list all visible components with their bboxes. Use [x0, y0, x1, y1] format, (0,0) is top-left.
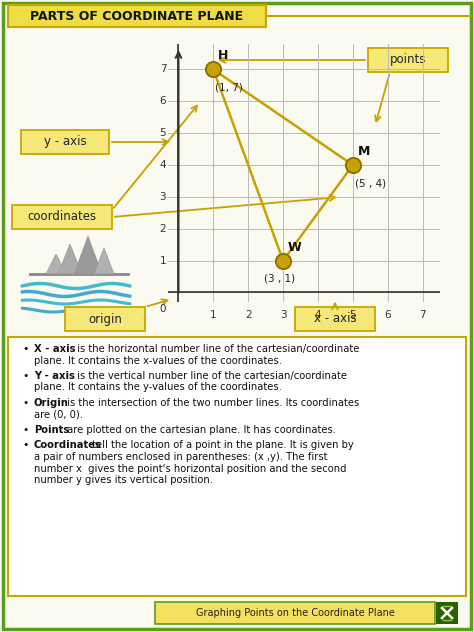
Polygon shape — [74, 236, 102, 274]
Polygon shape — [94, 248, 114, 274]
Text: 4: 4 — [315, 310, 321, 320]
Text: 4: 4 — [160, 160, 166, 170]
Text: origin: origin — [88, 312, 122, 325]
Text: 3: 3 — [280, 310, 286, 320]
Text: 0: 0 — [160, 303, 166, 313]
Text: is the intersection of the two number lines. Its coordinates: is the intersection of the two number li… — [64, 398, 359, 408]
Text: X - axis: X - axis — [34, 344, 75, 354]
Text: tell the location of a point in the plane. It is given by: tell the location of a point in the plan… — [89, 441, 354, 451]
Text: 3: 3 — [160, 192, 166, 202]
Text: 1: 1 — [160, 255, 166, 265]
FancyBboxPatch shape — [436, 602, 458, 624]
FancyBboxPatch shape — [8, 337, 466, 596]
Text: is the horizontal number line of the cartesian/coordinate: is the horizontal number line of the car… — [74, 344, 359, 354]
Text: a pair of numbers enclosed in parentheses: (x ,y). The first: a pair of numbers enclosed in parenthese… — [34, 452, 328, 462]
Text: •: • — [22, 344, 28, 354]
Text: Origin: Origin — [34, 398, 69, 408]
Text: are plotted on the cartesian plane. It has coordinates.: are plotted on the cartesian plane. It h… — [64, 425, 336, 435]
Text: x - axis: x - axis — [314, 312, 356, 325]
Text: H: H — [218, 49, 228, 63]
FancyBboxPatch shape — [3, 3, 471, 629]
Text: number x  gives the point's horizontal position and the second: number x gives the point's horizontal po… — [34, 463, 346, 473]
Text: y - axis: y - axis — [44, 135, 86, 149]
Text: 5: 5 — [160, 128, 166, 138]
Text: W: W — [287, 241, 301, 253]
Text: •: • — [22, 425, 28, 435]
Polygon shape — [46, 254, 66, 274]
Text: 1: 1 — [210, 310, 217, 320]
FancyBboxPatch shape — [368, 48, 448, 72]
FancyBboxPatch shape — [295, 307, 375, 331]
Text: 6: 6 — [384, 310, 391, 320]
Text: 2: 2 — [245, 310, 252, 320]
FancyBboxPatch shape — [12, 205, 112, 229]
Text: (1, 7): (1, 7) — [215, 83, 243, 93]
Text: 6: 6 — [160, 96, 166, 106]
Text: are (0, 0).: are (0, 0). — [34, 410, 83, 420]
Text: plane. It contains the x-values of the coordinates.: plane. It contains the x-values of the c… — [34, 355, 282, 365]
Text: (5 , 4): (5 , 4) — [355, 178, 386, 188]
Polygon shape — [58, 244, 82, 274]
Text: Graphing Points on the Coordinate Plane: Graphing Points on the Coordinate Plane — [196, 608, 394, 618]
FancyBboxPatch shape — [155, 602, 435, 624]
Text: 7: 7 — [419, 310, 426, 320]
Text: Points: Points — [34, 425, 69, 435]
Text: plane. It contains the y-values of the coordinates.: plane. It contains the y-values of the c… — [34, 382, 282, 392]
Text: points: points — [390, 54, 426, 66]
Text: coordinates: coordinates — [27, 210, 97, 224]
Text: number y gives its vertical position.: number y gives its vertical position. — [34, 475, 213, 485]
Text: •: • — [22, 441, 28, 451]
Text: 2: 2 — [160, 224, 166, 234]
FancyBboxPatch shape — [21, 130, 109, 154]
Text: 7: 7 — [160, 64, 166, 75]
FancyBboxPatch shape — [8, 5, 266, 27]
Text: 5: 5 — [349, 310, 356, 320]
Text: Y - axis: Y - axis — [34, 371, 75, 381]
Text: is the vertical number line of the cartesian/coordinate: is the vertical number line of the carte… — [74, 371, 347, 381]
Text: Coordinates: Coordinates — [34, 441, 102, 451]
FancyBboxPatch shape — [65, 307, 145, 331]
Text: •: • — [22, 371, 28, 381]
Text: •: • — [22, 398, 28, 408]
Text: (3 , 1): (3 , 1) — [264, 274, 295, 284]
Text: M: M — [358, 145, 370, 158]
Text: PARTS OF COORDINATE PLANE: PARTS OF COORDINATE PLANE — [30, 9, 244, 23]
